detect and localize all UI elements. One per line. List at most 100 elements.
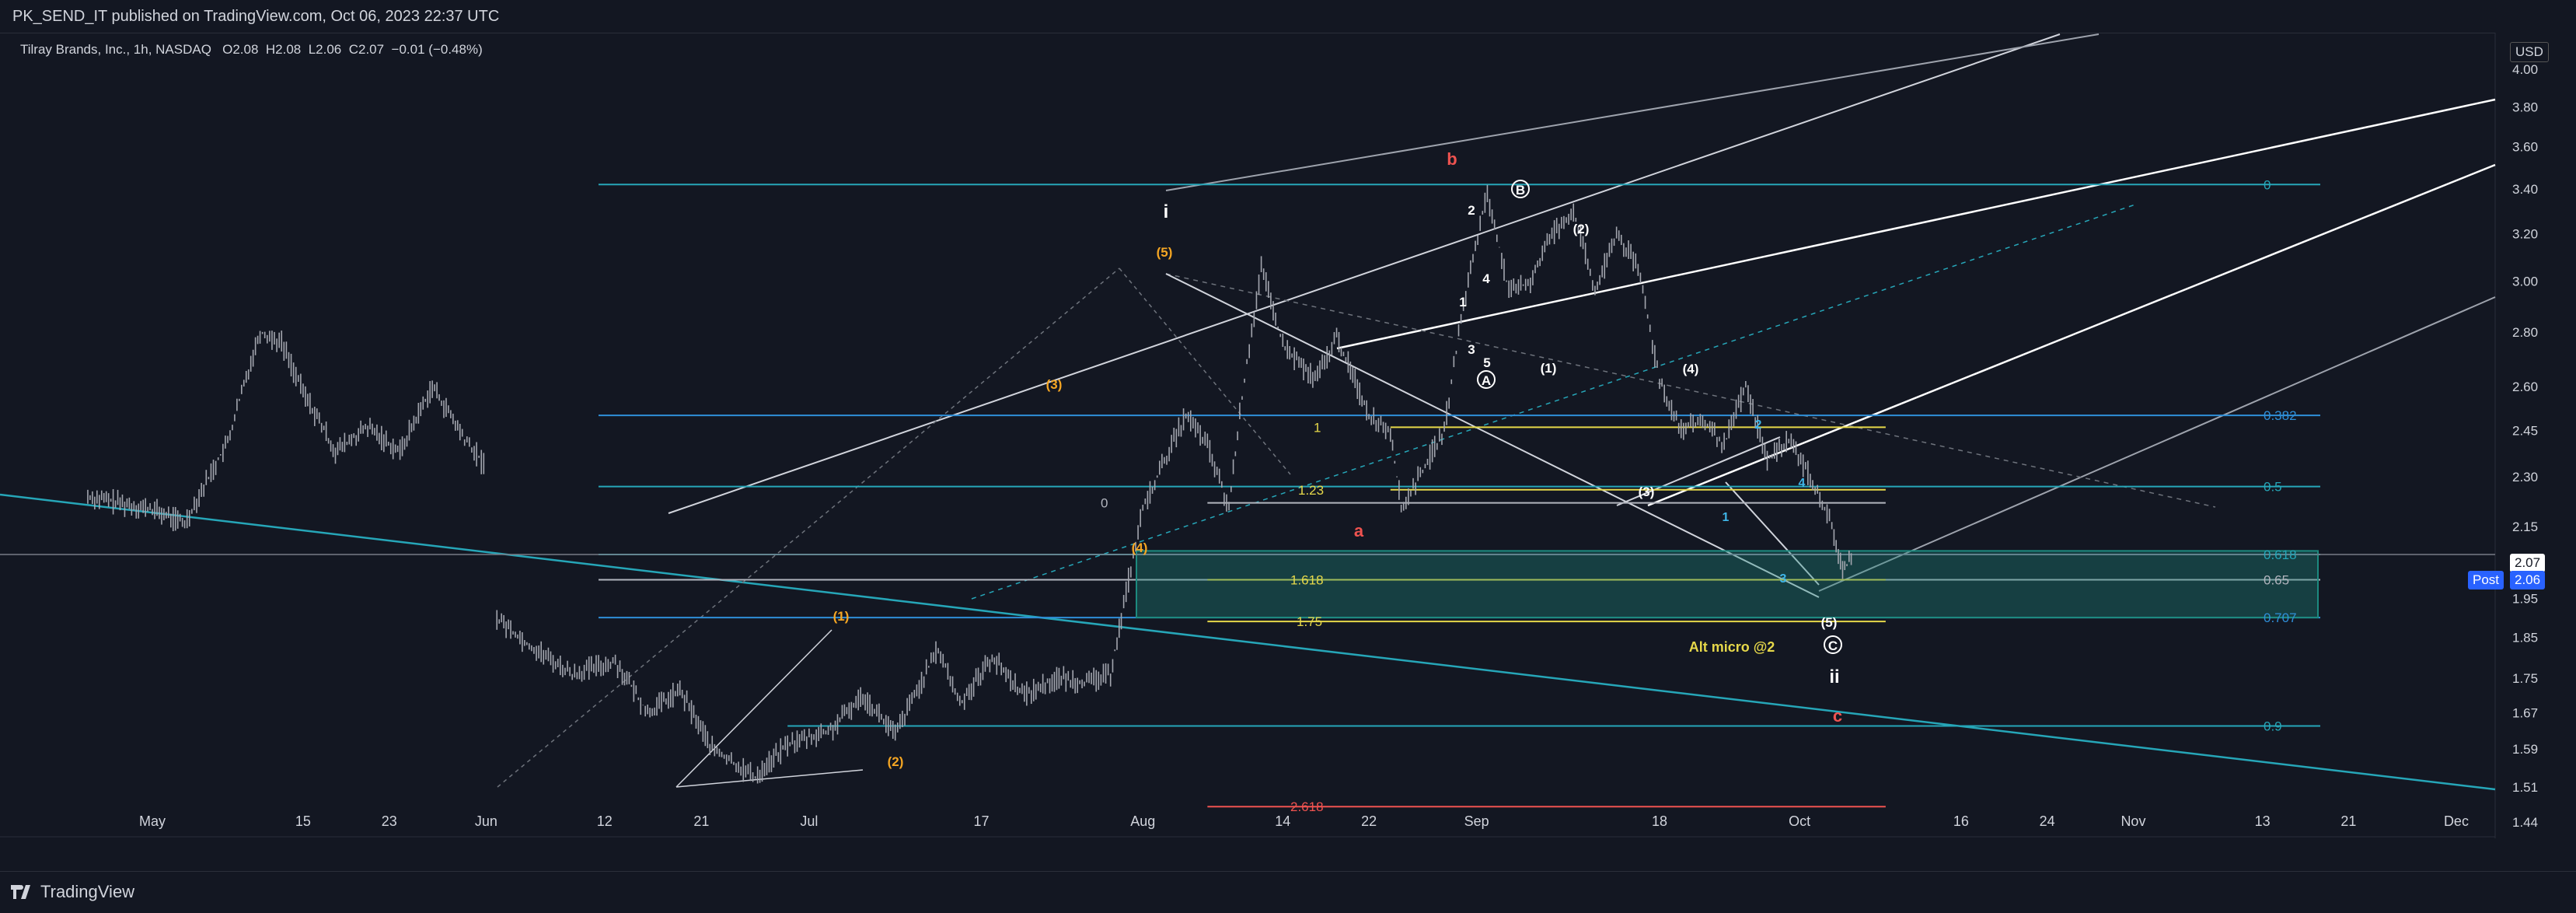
x-tick-label: 22 bbox=[1361, 813, 1377, 829]
wave-label-white: ii bbox=[1829, 666, 1839, 687]
dashed-pitchfork-right bbox=[1119, 268, 1291, 475]
fib-level-tag: 0.5 bbox=[2264, 480, 2282, 495]
wave-label-white: i bbox=[1164, 201, 1169, 222]
price-series bbox=[87, 184, 1852, 784]
wave-label-white: 4 bbox=[1482, 271, 1490, 286]
legend-change: −0.01 (−0.48%) bbox=[391, 42, 483, 57]
legend-close: C2.07 bbox=[348, 42, 385, 57]
post-price-tag: 2.06 bbox=[2510, 571, 2546, 589]
wave-label-blue: 2 bbox=[1755, 418, 1762, 432]
price-axis-panel[interactable] bbox=[2495, 33, 2576, 838]
x-tick-label: Jul bbox=[800, 813, 818, 829]
tradingview-logo-icon bbox=[11, 885, 30, 899]
legend-high: H2.08 bbox=[265, 42, 302, 57]
target-zone bbox=[1136, 550, 2319, 619]
grid-and-axes: 4.00 3.80 3.60 3.40 3.20 3.00 2.80 2.60 2.45 2.30… bbox=[0, 33, 2576, 838]
y-tick-label: 1.85 bbox=[2512, 630, 2538, 645]
tradingview-logo[interactable]: TradingView bbox=[11, 882, 134, 902]
x-tick-label: Nov bbox=[2120, 813, 2145, 829]
y-tick-label: 2.80 bbox=[2512, 325, 2538, 340]
legend-low: L2.06 bbox=[308, 42, 342, 57]
y-tick-label: 3.20 bbox=[2512, 226, 2538, 241]
dashed-pitchfork-left bbox=[497, 268, 1120, 788]
legend-symbol: Tilray Brands, Inc., 1h, NASDAQ bbox=[20, 42, 211, 57]
footer-bar: TradingView bbox=[0, 871, 2576, 913]
x-tick-label: May bbox=[139, 813, 166, 829]
publisher-bar: PK_SEND_IT published on TradingView.com,… bbox=[0, 0, 2576, 33]
fib-level-tag: 0.382 bbox=[2264, 408, 2297, 423]
x-tick-label: Dec bbox=[2444, 813, 2469, 829]
fib-levels: 0 0.382 0.5 0.618 0.65 0.707 0.9 1 1.23 0 1.618 1.7… bbox=[0, 177, 2495, 814]
wave-label-white: (1) bbox=[1541, 361, 1557, 376]
tradingview-brand: TradingView bbox=[40, 882, 135, 901]
wave-label-orange: (1) bbox=[833, 609, 850, 624]
last-price-tag: 2.07 bbox=[2510, 554, 2546, 572]
y-tick-label: 3.80 bbox=[2512, 100, 2538, 114]
inner-level-tag: 1 bbox=[1314, 420, 1321, 435]
wave-label-orange: (4) bbox=[1132, 540, 1148, 555]
descending-trendline bbox=[0, 493, 2496, 791]
fib-level-tag: 0.618 bbox=[2264, 547, 2297, 562]
x-tick-label: 24 bbox=[2040, 813, 2055, 829]
wave-label-red: b bbox=[1447, 149, 1457, 169]
wave-label-blue: 1 bbox=[1723, 511, 1730, 524]
usd-label[interactable]: USD bbox=[2510, 42, 2549, 62]
y-tick-label: 2.45 bbox=[2512, 423, 2538, 438]
wave-label-white: (3) bbox=[1639, 484, 1655, 499]
inner-level-tag: 1.23 bbox=[1298, 483, 1324, 498]
wave-label-blue: 3 bbox=[1780, 572, 1787, 586]
upper-channel-line bbox=[1336, 98, 2496, 350]
x-tick-label: 23 bbox=[382, 813, 397, 829]
y-tick-label: 3.60 bbox=[2512, 140, 2538, 155]
trendlines bbox=[0, 33, 2496, 791]
lower-channel-line bbox=[1818, 296, 2496, 592]
x-tick-label: 18 bbox=[1652, 813, 1667, 829]
y-tick-label: 2.15 bbox=[2512, 519, 2538, 534]
x-tick-label: 21 bbox=[2340, 813, 2356, 829]
pitchfork-median-line bbox=[668, 33, 2061, 514]
dashed-fan-line bbox=[1165, 273, 2216, 508]
wave-label-white: (4) bbox=[1683, 362, 1699, 376]
x-tick-label: Aug bbox=[1130, 813, 1155, 829]
y-tick-label: 1.95 bbox=[2512, 592, 2538, 607]
wave-label-white: 2 bbox=[1468, 203, 1475, 218]
fib-level-tag: 0.65 bbox=[2264, 573, 2289, 588]
x-tick-label: 15 bbox=[295, 813, 311, 829]
wedge-lower bbox=[675, 769, 864, 788]
wave-label-white: 1 bbox=[1459, 295, 1466, 310]
x-tick-label: Sep bbox=[1464, 813, 1489, 829]
price-chart[interactable]: 4.00 3.80 3.60 3.40 3.20 3.00 2.80 2.60 2.45 2.30… bbox=[0, 33, 2576, 871]
x-tick-label: 13 bbox=[2255, 813, 2271, 829]
inner-level-tag: 0 bbox=[1101, 496, 1108, 511]
wave-label-orange: (2) bbox=[888, 754, 904, 769]
wave-label-blue: 4 bbox=[1799, 477, 1806, 490]
y-tick-label: 1.44 bbox=[2512, 815, 2538, 830]
y-tick-label: 1.67 bbox=[2512, 705, 2538, 720]
y-tick-label: 1.59 bbox=[2512, 742, 2538, 757]
post-label: Post bbox=[2468, 571, 2504, 589]
x-tick-label: 12 bbox=[597, 813, 613, 829]
y-tick-label: 1.75 bbox=[2512, 671, 2538, 686]
middle-channel-line bbox=[1647, 163, 2496, 507]
dashed-teal-parallel bbox=[971, 203, 2138, 600]
x-tick-label: 16 bbox=[1953, 813, 1969, 829]
wave-label-circled: B bbox=[1516, 183, 1525, 198]
inner-level-tag: 1.618 bbox=[1290, 573, 1324, 588]
annotation-note: Alt micro @2 bbox=[1689, 639, 1775, 655]
wave-connector-2 bbox=[1616, 436, 1781, 506]
y-tick-label: 3.40 bbox=[2512, 182, 2538, 197]
symbol-legend: Tilray Brands, Inc., 1h, NASDAQ O2.08 H2… bbox=[20, 42, 483, 58]
inner-level-tag: 1.75 bbox=[1297, 614, 1322, 629]
y-tick-label: 2.60 bbox=[2512, 380, 2538, 394]
publisher-line: PK_SEND_IT published on TradingView.com,… bbox=[12, 8, 500, 25]
circled-wave-marker bbox=[1511, 180, 1530, 198]
wave-A-connector bbox=[1165, 273, 1820, 598]
wave-label-white: (2) bbox=[1573, 222, 1590, 236]
x-tick-label: Jun bbox=[475, 813, 497, 829]
outer-channel-line bbox=[1165, 33, 2100, 191]
inner-level-tag: 2.618 bbox=[1290, 799, 1324, 814]
fib-level-tag: 0 bbox=[2264, 177, 2271, 192]
wave-label-circled: C bbox=[1828, 638, 1838, 653]
x-tick-label: 14 bbox=[1275, 813, 1290, 829]
